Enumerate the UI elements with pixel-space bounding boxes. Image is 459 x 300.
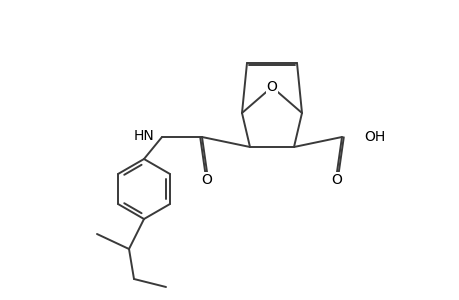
Text: O: O (266, 80, 277, 94)
Text: O: O (331, 173, 341, 187)
Text: O: O (201, 173, 212, 187)
Text: HN: HN (133, 129, 154, 143)
Text: OH: OH (363, 130, 385, 144)
